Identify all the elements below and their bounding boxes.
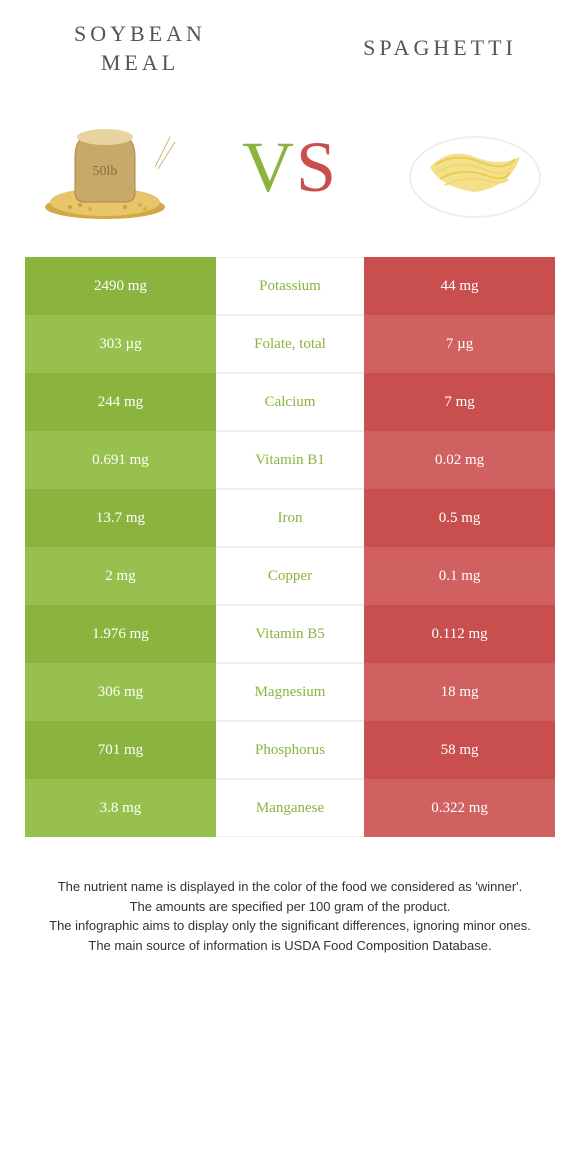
left-value: 303 µg bbox=[25, 315, 216, 373]
table-row: 2490 mgPotassium44 mg bbox=[25, 257, 555, 315]
nutrient-name: Folate, total bbox=[216, 315, 364, 373]
right-value: 7 µg bbox=[364, 315, 555, 373]
table-row: 701 mgPhosphorus58 mg bbox=[25, 721, 555, 779]
table-row: 303 µgFolate, total7 µg bbox=[25, 315, 555, 373]
left-value: 13.7 mg bbox=[25, 489, 216, 547]
vs-label: VS bbox=[242, 126, 338, 209]
nutrient-name: Magnesium bbox=[216, 663, 364, 721]
table-row: 3.8 mgManganese0.322 mg bbox=[25, 779, 555, 837]
nutrient-name: Manganese bbox=[216, 779, 364, 837]
left-food-title: Soybean meal bbox=[50, 20, 230, 77]
right-value: 0.5 mg bbox=[364, 489, 555, 547]
left-value: 3.8 mg bbox=[25, 779, 216, 837]
footer-notes: The nutrient name is displayed in the co… bbox=[0, 837, 580, 975]
table-row: 244 mgCalcium7 mg bbox=[25, 373, 555, 431]
soybean-meal-image: 50lb bbox=[30, 107, 180, 227]
nutrient-name: Vitamin B5 bbox=[216, 605, 364, 663]
table-row: 306 mgMagnesium18 mg bbox=[25, 663, 555, 721]
footer-line-3: The infographic aims to display only the… bbox=[30, 916, 550, 936]
right-value: 7 mg bbox=[364, 373, 555, 431]
left-value: 1.976 mg bbox=[25, 605, 216, 663]
left-value: 0.691 mg bbox=[25, 431, 216, 489]
table-row: 13.7 mgIron0.5 mg bbox=[25, 489, 555, 547]
footer-line-4: The main source of information is USDA F… bbox=[30, 936, 550, 956]
right-value: 44 mg bbox=[364, 257, 555, 315]
left-value: 2490 mg bbox=[25, 257, 216, 315]
right-value: 0.1 mg bbox=[364, 547, 555, 605]
table-row: 2 mgCopper0.1 mg bbox=[25, 547, 555, 605]
nutrient-name: Copper bbox=[216, 547, 364, 605]
vs-v: V bbox=[242, 127, 296, 207]
right-value: 0.112 mg bbox=[364, 605, 555, 663]
right-value: 18 mg bbox=[364, 663, 555, 721]
nutrient-name: Potassium bbox=[216, 257, 364, 315]
right-value: 0.02 mg bbox=[364, 431, 555, 489]
spaghetti-image bbox=[400, 107, 550, 227]
table-row: 0.691 mgVitamin B10.02 mg bbox=[25, 431, 555, 489]
right-food-title: Spaghetti bbox=[350, 20, 530, 77]
right-value: 0.322 mg bbox=[364, 779, 555, 837]
left-value: 306 mg bbox=[25, 663, 216, 721]
right-value: 58 mg bbox=[364, 721, 555, 779]
footer-line-2: The amounts are specified per 100 gram o… bbox=[30, 897, 550, 917]
table-row: 1.976 mgVitamin B50.112 mg bbox=[25, 605, 555, 663]
header: Soybean meal Spaghetti bbox=[0, 0, 580, 107]
nutrient-name: Iron bbox=[216, 489, 364, 547]
svg-text:50lb: 50lb bbox=[93, 164, 118, 179]
left-value: 2 mg bbox=[25, 547, 216, 605]
nutrient-name: Phosphorus bbox=[216, 721, 364, 779]
images-row: 50lb VS bbox=[0, 107, 580, 257]
footer-line-1: The nutrient name is displayed in the co… bbox=[30, 877, 550, 897]
nutrient-name: Vitamin B1 bbox=[216, 431, 364, 489]
nutrient-name: Calcium bbox=[216, 373, 364, 431]
left-value: 701 mg bbox=[25, 721, 216, 779]
left-value: 244 mg bbox=[25, 373, 216, 431]
comparison-table: 2490 mgPotassium44 mg303 µgFolate, total… bbox=[25, 257, 555, 837]
vs-s: S bbox=[296, 127, 338, 207]
